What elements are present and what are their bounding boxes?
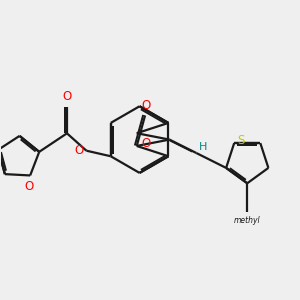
Text: O: O [62, 91, 72, 103]
Text: O: O [142, 137, 151, 150]
Text: O: O [24, 180, 33, 193]
Text: methyl: methyl [233, 217, 260, 226]
Text: S: S [238, 134, 245, 147]
Text: O: O [141, 99, 150, 112]
Text: H: H [199, 142, 208, 152]
Text: O: O [74, 143, 84, 157]
